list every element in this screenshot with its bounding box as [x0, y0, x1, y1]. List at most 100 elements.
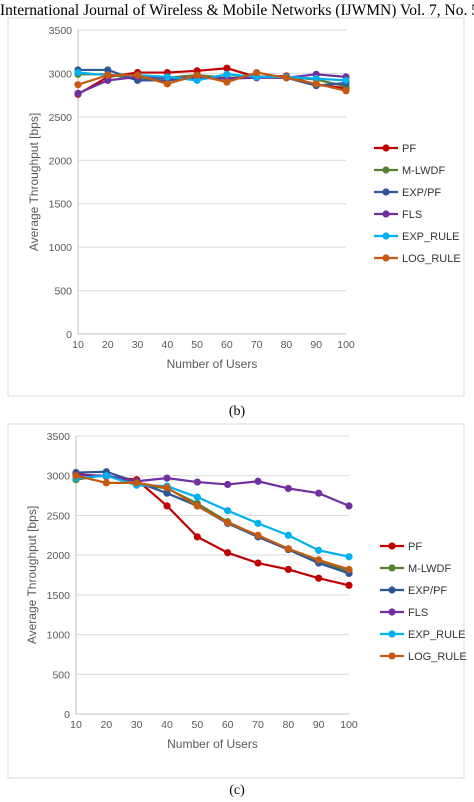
c-point-exp-rule-100: [345, 553, 353, 561]
b-legend-label-fls: FLS: [402, 209, 422, 221]
c-legend-marker-exp-rule: [388, 630, 396, 638]
b-legend-marker-m-lwdf: [382, 166, 390, 174]
c-point-exp-rule-70: [254, 519, 262, 527]
c-legend-label-log-rule: LOG_RULE: [408, 651, 467, 663]
c-point-log-rule-70: [254, 531, 262, 539]
b-legend-label-exp-pf: EXP/PF: [402, 187, 441, 199]
c-legend-label-pf: PF: [408, 541, 422, 553]
b-x-axis-title: Number of Users: [167, 357, 258, 371]
c-point-fls-60: [224, 480, 232, 489]
b-legend-marker-exp-pf: [382, 188, 390, 196]
c-xtick-40: 40: [161, 719, 173, 731]
c-point-exp-pf-40: [163, 489, 171, 497]
c-point-pf-60: [224, 549, 232, 557]
c-y-axis-title: Average Throughput [bps]: [25, 506, 39, 644]
c-point-pf-80: [284, 565, 292, 574]
b-point-exp-rule-50: [193, 76, 201, 84]
b-xtick-30: 30: [132, 339, 144, 351]
c-point-fls-100: [345, 502, 353, 510]
c-xtick-10: 10: [70, 719, 82, 731]
c-point-exp-rule-80: [284, 531, 292, 539]
c-legend-marker-exp-pf: [388, 586, 396, 594]
c-point-log-rule-60: [224, 518, 232, 527]
b-ytick-2500: 2500: [49, 112, 73, 124]
b-point-log-rule-80: [282, 74, 291, 82]
b-xtick-100: 100: [337, 339, 355, 351]
c-legend-label-m-lwdf: M-LWDF: [408, 563, 451, 575]
b-xtick-10: 10: [72, 339, 84, 351]
b-point-fls-20: [104, 76, 112, 84]
c-legend-marker-m-lwdf: [388, 564, 396, 572]
b-chart-frame: [7, 17, 465, 397]
c-xtick-50: 50: [191, 719, 203, 731]
c-xtick-90: 90: [313, 719, 325, 731]
c-point-log-rule-40: [163, 484, 171, 492]
c-ytick-0: 0: [64, 709, 70, 721]
b-point-log-rule-50: [193, 71, 201, 79]
c-point-log-rule-50: [193, 502, 201, 510]
c-xtick-100: 100: [340, 719, 358, 731]
b-point-log-rule-70: [253, 68, 261, 77]
b-ytick-2000: 2000: [49, 155, 73, 167]
b-point-exp-rule-100: [342, 76, 350, 84]
c-legend-label-exp-rule: EXP_RULE: [408, 629, 465, 641]
b-series-log-rule: [74, 68, 350, 95]
b-point-log-rule-100: [342, 87, 350, 95]
b-point-log-rule-60: [223, 78, 231, 86]
b-legend-item-pf: PF: [374, 143, 416, 155]
b-line-log-rule: [77, 71, 347, 92]
c-legend-item-fls: FLS: [380, 607, 428, 619]
figure-c-throughput-chart: 0 500 1000 1500 2000 2500 3000 3500 10 20 30 40 50 60…: [0, 420, 474, 782]
b-point-exp-rule-60: [223, 70, 231, 78]
b-svg: 0 500 1000 1500 2000 2500 3000 3500 10 20 30 40 50 60…: [7, 17, 465, 397]
b-point-exp-rule-40: [163, 73, 171, 81]
c-line-log-rule: [75, 474, 350, 571]
b-xtick-70: 70: [251, 339, 263, 351]
c-legend-item-log-rule: LOG_RULE: [380, 651, 467, 663]
c-svg: 0 500 1000 1500 2000 2500 3000 3500 10 20 30 40 50 60…: [7, 423, 467, 779]
b-legend-label-m-lwdf: M-LWDF: [402, 165, 445, 177]
b-ytick-3000: 3000: [49, 68, 73, 80]
c-point-pf-40: [163, 502, 171, 510]
c-ytick-2000: 2000: [47, 550, 71, 562]
b-point-log-rule-10: [74, 81, 82, 89]
c-legend-item-exp-rule: EXP_RULE: [380, 629, 465, 641]
c-point-exp-rule-20: [102, 472, 110, 480]
b-xtick-20: 20: [102, 339, 114, 351]
c-ytick-3000: 3000: [47, 471, 71, 483]
caption-c: (c): [229, 783, 245, 798]
b-legend-item-exp-rule: EXP_RULE: [374, 231, 459, 243]
c-point-fls-80: [284, 484, 292, 493]
c-legend-item-m-lwdf: M-LWDF: [380, 563, 451, 575]
c-legend-label-fls: FLS: [408, 607, 428, 619]
b-legend-marker-pf: [382, 144, 390, 152]
c-legend-marker-pf: [388, 542, 396, 550]
c-x-axis-title: Number of Users: [167, 737, 258, 751]
c-point-pf-50: [193, 533, 201, 541]
c-point-exp-rule-50: [193, 493, 201, 501]
c-point-log-rule-30: [133, 479, 141, 487]
b-legend-marker-exp-rule: [382, 232, 390, 240]
b-ytick-3500: 3500: [49, 25, 73, 37]
b-point-log-rule-30: [133, 71, 142, 79]
journal-header: International Journal of Wireless & Mobi…: [0, 2, 474, 19]
c-legend-item-exp-pf: EXP/PF: [380, 585, 447, 597]
c-xtick-80: 80: [282, 719, 294, 731]
b-xtick-60: 60: [221, 339, 233, 351]
c-line-fls: [75, 473, 350, 507]
b-ytick-1000: 1000: [49, 242, 73, 254]
c-legend-marker-fls: [388, 608, 396, 616]
b-point-log-rule-40: [163, 80, 171, 88]
c-point-fls-40: [163, 474, 171, 482]
b-point-exp-pf-20: [104, 66, 112, 74]
c-ytick-1500: 1500: [47, 590, 71, 602]
b-ytick-1500: 1500: [49, 199, 73, 211]
c-point-pf-90: [315, 574, 323, 582]
c-xtick-60: 60: [222, 719, 234, 731]
b-xtick-80: 80: [281, 339, 293, 351]
c-line-exp-rule: [75, 474, 350, 558]
c-ytick-2500: 2500: [47, 510, 71, 522]
b-point-exp-rule-90: [312, 75, 320, 83]
c-point-log-rule-100: [345, 565, 353, 574]
c-ytick-500: 500: [52, 669, 70, 681]
